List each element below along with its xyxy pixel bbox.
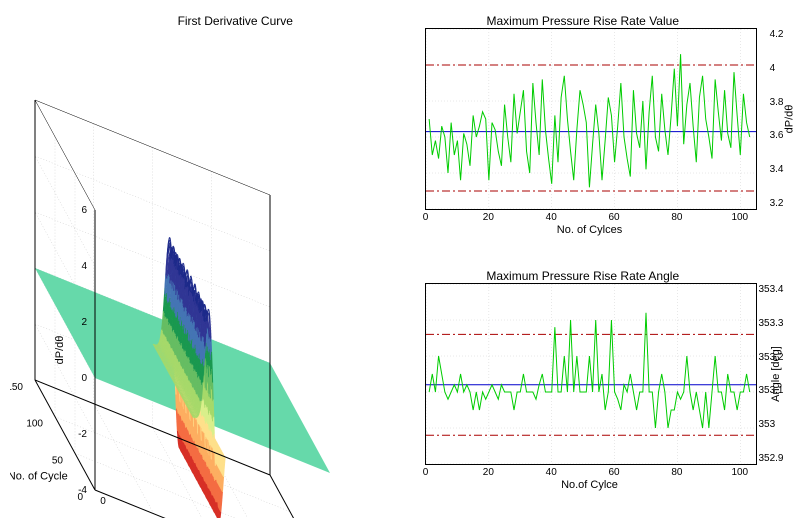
y-axis-label: dP/dθ [783,105,795,134]
x-tick-label: 80 [671,212,682,223]
y-tick-label: 353.4 [758,284,783,295]
x-tick-label: 60 [609,212,620,223]
x-tick-label: 20 [483,212,494,223]
chart3d-title: First Derivative Curve [70,14,401,28]
y-tick-label: 3.2 [770,198,784,209]
x-tick-label: 20 [483,467,494,478]
chart-bottom: 353.4353.3353.2353.1353352.9020406080100… [425,283,757,465]
x-tick-label: 100 [731,467,748,478]
y-tick-label: 4 [770,63,784,74]
y-tick-label: 4.2 [770,29,784,40]
y-axis-label: Angle [deg] [770,346,782,402]
x-tick-label: 100 [731,212,748,223]
y-tick-label: 352.9 [758,453,783,464]
chart-top: 4.243.83.63.43.2020406080100dP/dθ [425,28,757,210]
chart-3d: 0180360540720050100150-4-20246Angle [deg… [10,28,401,518]
x-tick-label: 80 [671,467,682,478]
chart-bottom-title: Maximum Pressure Rise Rate Angle [405,269,762,283]
y-tick-label: 3.8 [770,97,784,108]
x-tick-label: 0 [423,467,429,478]
x-tick-label: 60 [609,467,620,478]
x-tick-label: 40 [546,212,557,223]
y-ticks: 4.2 4 3.8 3.6 3.4 3.2 [770,29,784,209]
chart-top-xlabel: No. of Cylces [425,224,755,236]
y-tick-label: 3.6 [770,130,784,141]
chart-top-title: Maximum Pressure Rise Rate Value [405,14,762,28]
x-tick-label: 40 [546,467,557,478]
y-tick-label: 353.3 [758,318,783,329]
y-tick-label: 3.4 [770,164,784,175]
chart-bottom-xlabel: No.of Cylce [425,479,755,491]
y-tick-label: 353 [758,419,783,430]
x-tick-label: 0 [423,212,429,223]
